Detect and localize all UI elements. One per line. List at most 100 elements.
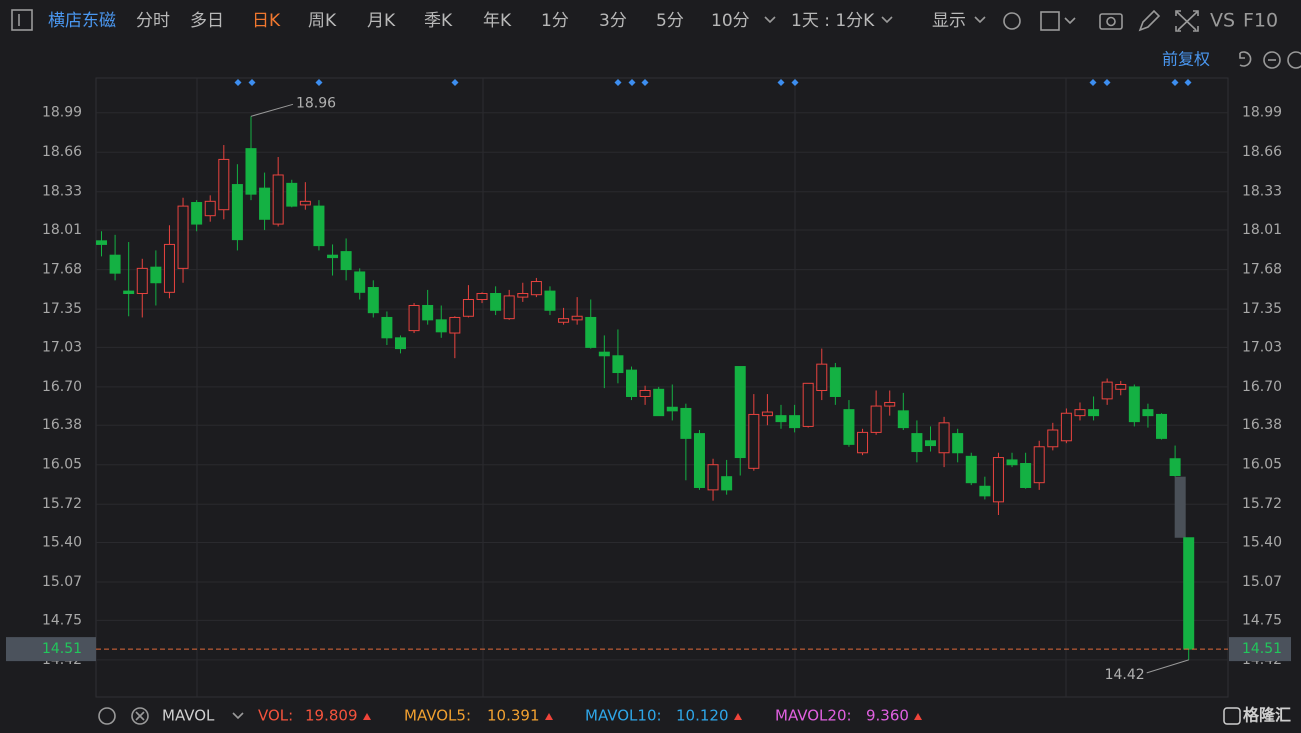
candle-body — [245, 148, 257, 195]
candle-body — [1006, 459, 1018, 466]
last-price-label: 14.51 — [42, 641, 82, 657]
display-menu[interactable]: 显示 — [932, 11, 966, 31]
candle-body — [354, 271, 366, 293]
event-marker[interactable] — [234, 79, 242, 86]
period-tab[interactable]: 年K — [483, 11, 512, 31]
chevron[interactable] — [1064, 17, 1076, 25]
candle-body — [259, 187, 271, 220]
event-marker[interactable] — [315, 79, 323, 86]
event-marker[interactable] — [248, 79, 256, 86]
candle-body — [693, 433, 705, 488]
candle-body — [816, 363, 828, 391]
y2-tick-label: 15.07 — [1242, 574, 1282, 590]
event-marker[interactable] — [628, 79, 636, 86]
high-label: 18.96 — [296, 95, 336, 111]
candle-body — [150, 266, 162, 284]
period-tab[interactable]: 月K — [367, 11, 396, 31]
vs-button[interactable]: VS — [1210, 10, 1235, 32]
period-tab[interactable]: 日K — [252, 11, 281, 31]
period-tab[interactable]: 1分 — [541, 11, 569, 31]
chevron[interactable] — [974, 16, 986, 24]
candle-body — [748, 413, 760, 469]
interval-select[interactable]: 1天 : 1分K — [791, 11, 875, 31]
logo-icon — [1223, 707, 1241, 725]
candle-body — [639, 389, 651, 397]
event-marker[interactable] — [1089, 79, 1097, 86]
candle-body — [136, 267, 148, 295]
period-tab[interactable]: 多日 — [190, 11, 224, 31]
period-tab[interactable]: 分时 — [136, 11, 170, 31]
event-marker[interactable] — [1184, 79, 1192, 86]
candle-body — [109, 254, 121, 274]
period-tab[interactable]: 10分 — [711, 11, 750, 31]
candle-body — [1088, 409, 1100, 417]
candle-body — [598, 351, 610, 357]
chevron[interactable] — [232, 712, 244, 720]
reset-icon[interactable] — [1239, 51, 1252, 67]
settings-icon[interactable] — [1003, 12, 1021, 30]
y2-tick-label: 18.33 — [1242, 184, 1282, 200]
candle-body — [204, 200, 216, 217]
trend-arrow — [363, 713, 371, 720]
overlay: 18.96 14.42 14.51 14.51 — [6, 79, 1291, 683]
indicator-value: 9.360 — [866, 707, 909, 725]
candle-body — [163, 243, 175, 293]
menu-icon[interactable] — [11, 9, 33, 31]
y-tick-label: 16.05 — [42, 457, 82, 473]
zoom-in-icon[interactable] — [1287, 51, 1301, 69]
period-tab[interactable]: 季K — [424, 11, 453, 31]
adjust-mode[interactable]: 前复权 — [1162, 50, 1210, 69]
candle-body — [734, 366, 746, 459]
candle-body — [394, 337, 406, 350]
y-tick-label: 16.38 — [42, 417, 82, 433]
candle-body — [829, 367, 841, 397]
draw-icon[interactable] — [1138, 9, 1161, 32]
period-tab[interactable]: 5分 — [656, 11, 684, 31]
period-tab[interactable]: 周K — [308, 11, 337, 31]
candle-body — [843, 409, 855, 445]
y2-tick-label: 16.38 — [1242, 417, 1282, 433]
candle-body — [938, 422, 950, 454]
period-tab[interactable]: 3分 — [599, 11, 627, 31]
event-marker[interactable] — [1103, 79, 1111, 86]
event-marker[interactable] — [1171, 79, 1179, 86]
last-price-box — [1229, 637, 1291, 662]
y2-tick-label: 16.05 — [1242, 457, 1282, 473]
event-marker[interactable] — [641, 79, 649, 86]
indicator-settings[interactable] — [98, 707, 116, 725]
event-marker[interactable] — [791, 79, 799, 86]
candle-body — [626, 369, 638, 397]
candle-body — [666, 406, 678, 412]
y-tick-label: 14.75 — [42, 612, 82, 628]
event-marker[interactable] — [777, 79, 785, 86]
candle-body — [884, 401, 896, 407]
trend-arrow — [914, 713, 922, 720]
zoom-out-icon[interactable] — [1263, 51, 1281, 69]
indicator-close[interactable] — [131, 707, 149, 725]
indicator-value: 10.120 — [676, 707, 729, 725]
y-tick-label: 16.70 — [42, 379, 82, 395]
candle-body — [761, 411, 773, 417]
event-marker[interactable] — [451, 79, 459, 86]
f10-button[interactable]: F10 — [1243, 10, 1278, 32]
indicator-values: VOL: 19.809 MAVOL5: 10.391 MAVOL10: 10.120 MAV… — [258, 707, 922, 725]
indicator-name[interactable]: MAVOL — [162, 707, 215, 725]
indicator-label: MAVOL5: — [404, 707, 471, 725]
candle-body — [503, 295, 515, 320]
candle-body — [191, 202, 203, 225]
fullscreen-icon[interactable] — [1175, 10, 1199, 32]
candle-body — [218, 158, 230, 211]
chevron[interactable] — [881, 16, 893, 24]
gap-box — [1174, 476, 1186, 538]
candle-body — [1169, 458, 1181, 477]
candle-body — [1047, 429, 1059, 448]
event-marker[interactable] — [614, 79, 622, 86]
stock-name[interactable]: 横店东磁 — [48, 11, 116, 31]
candle-body — [857, 431, 869, 454]
camera-icon[interactable] — [1099, 13, 1123, 30]
checkbox-icon[interactable] — [1040, 11, 1060, 31]
indicator-label: MAVOL20: — [775, 707, 852, 725]
chevron[interactable] — [764, 16, 776, 24]
indicator-value: 19.809 — [305, 707, 358, 725]
